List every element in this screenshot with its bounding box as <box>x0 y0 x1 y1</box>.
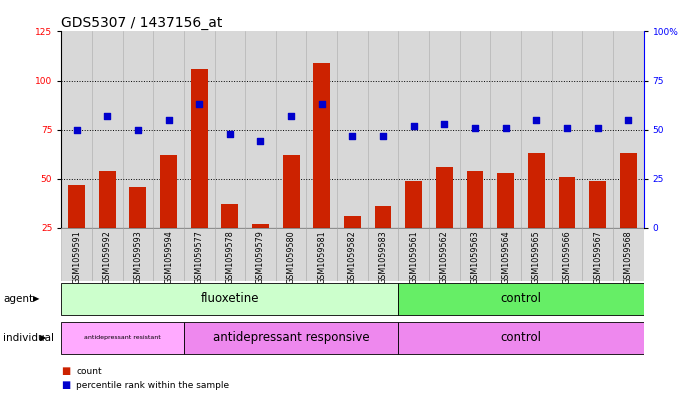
Bar <box>429 228 460 281</box>
Bar <box>398 283 644 314</box>
Bar <box>620 153 637 228</box>
Bar <box>61 322 184 354</box>
Bar <box>589 181 606 228</box>
Text: GSM1059580: GSM1059580 <box>287 231 296 284</box>
Bar <box>368 228 398 281</box>
Point <box>439 121 449 127</box>
Text: GSM1059567: GSM1059567 <box>593 231 602 285</box>
Text: percentile rank within the sample: percentile rank within the sample <box>76 381 229 389</box>
Point <box>408 123 419 129</box>
Bar <box>184 228 215 281</box>
Point <box>224 130 236 137</box>
Bar <box>521 228 552 281</box>
Text: GSM1059565: GSM1059565 <box>532 231 541 285</box>
Text: GSM1059563: GSM1059563 <box>471 231 479 284</box>
Point <box>531 117 542 123</box>
Bar <box>398 228 429 281</box>
Bar <box>398 322 644 354</box>
Text: ■: ■ <box>61 380 71 390</box>
Text: GSM1059582: GSM1059582 <box>348 231 357 285</box>
Bar <box>153 228 184 281</box>
Bar <box>313 63 330 228</box>
Bar <box>191 69 208 228</box>
Text: GSM1059562: GSM1059562 <box>440 231 449 285</box>
Text: agent: agent <box>3 294 33 304</box>
Point <box>347 132 358 139</box>
Text: GSM1059583: GSM1059583 <box>379 231 387 284</box>
Text: antidepressant responsive: antidepressant responsive <box>213 331 369 345</box>
Bar <box>405 181 422 228</box>
Bar <box>528 153 545 228</box>
Bar <box>436 167 453 228</box>
Text: ■: ■ <box>61 366 71 376</box>
Bar <box>490 228 521 281</box>
Point <box>286 113 297 119</box>
Bar <box>61 283 398 314</box>
Text: control: control <box>501 292 541 305</box>
Text: GSM1059568: GSM1059568 <box>624 231 633 284</box>
Bar <box>252 224 269 228</box>
Bar <box>129 187 146 228</box>
Text: control: control <box>501 331 541 345</box>
Bar <box>123 228 153 281</box>
Bar <box>582 228 613 281</box>
Text: GDS5307 / 1437156_at: GDS5307 / 1437156_at <box>61 17 223 30</box>
Bar <box>497 173 514 228</box>
Point <box>377 132 388 139</box>
Bar <box>99 171 116 228</box>
Text: GSM1059566: GSM1059566 <box>563 231 571 284</box>
Bar <box>283 155 300 228</box>
Point <box>163 117 174 123</box>
Point <box>132 127 143 133</box>
Bar <box>344 216 361 228</box>
Point <box>470 125 481 131</box>
Bar <box>61 228 92 281</box>
Point <box>71 127 82 133</box>
Bar <box>466 171 484 228</box>
Text: fluoxetine: fluoxetine <box>201 292 259 305</box>
Bar <box>92 228 123 281</box>
Point <box>622 117 633 123</box>
Text: GSM1059579: GSM1059579 <box>256 231 265 285</box>
Bar <box>245 228 276 281</box>
Bar <box>215 228 245 281</box>
Bar <box>184 322 398 354</box>
Text: GSM1059581: GSM1059581 <box>317 231 326 284</box>
Bar <box>552 228 582 281</box>
Bar <box>306 228 337 281</box>
Bar <box>160 155 177 228</box>
Text: GSM1059561: GSM1059561 <box>409 231 418 284</box>
Point <box>500 125 511 131</box>
Bar <box>221 204 238 228</box>
Bar <box>613 228 644 281</box>
Point <box>193 101 204 107</box>
Point <box>561 125 572 131</box>
Bar <box>337 228 368 281</box>
Text: antidepressant resistant: antidepressant resistant <box>84 336 161 340</box>
Text: individual: individual <box>3 333 54 343</box>
Bar <box>375 206 392 228</box>
Text: count: count <box>76 367 102 376</box>
Point <box>101 113 112 119</box>
Text: GSM1059593: GSM1059593 <box>133 231 142 285</box>
Text: GSM1059594: GSM1059594 <box>164 231 173 285</box>
Point <box>592 125 603 131</box>
Text: GSM1059578: GSM1059578 <box>225 231 234 285</box>
Point <box>316 101 327 107</box>
Bar <box>558 177 575 228</box>
Text: ▶: ▶ <box>33 294 39 303</box>
Text: GSM1059592: GSM1059592 <box>103 231 112 285</box>
Bar <box>276 228 306 281</box>
Text: GSM1059577: GSM1059577 <box>195 231 204 285</box>
Point <box>255 138 266 145</box>
Text: ▶: ▶ <box>39 334 46 342</box>
Bar <box>460 228 490 281</box>
Bar <box>68 185 85 228</box>
Text: GSM1059591: GSM1059591 <box>72 231 81 285</box>
Text: GSM1059564: GSM1059564 <box>501 231 510 284</box>
